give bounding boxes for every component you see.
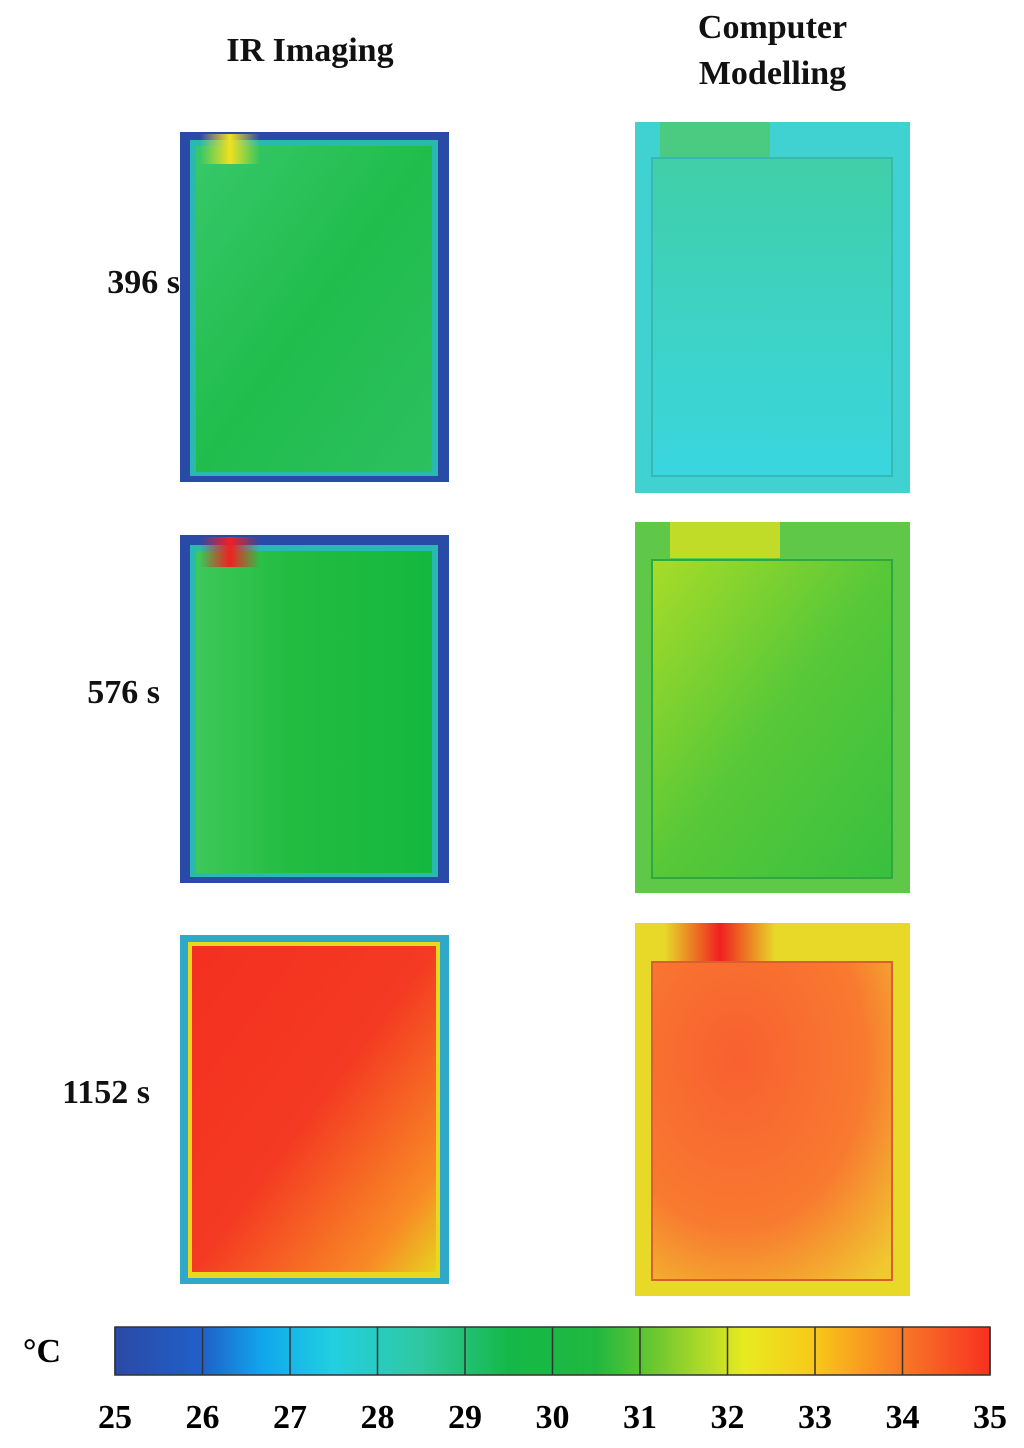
row-label: 576 s xyxy=(87,674,160,711)
tick-label: 28 xyxy=(361,1399,395,1436)
tick-label: 30 xyxy=(536,1399,570,1436)
tick-label: 29 xyxy=(448,1399,482,1436)
row-label: 1152 s xyxy=(62,1074,150,1111)
tick-label: 33 xyxy=(798,1399,832,1436)
tick-label: 26 xyxy=(186,1399,220,1436)
tick-label: 34 xyxy=(886,1399,920,1436)
ir-image xyxy=(180,535,449,883)
tick-label: 27 xyxy=(273,1399,307,1436)
tick-label: 25 xyxy=(98,1399,132,1436)
ir-image xyxy=(180,935,449,1284)
model-image xyxy=(635,122,910,493)
row-label: 396 s xyxy=(107,264,180,301)
tick-label: 31 xyxy=(623,1399,657,1436)
tick-label: 35 xyxy=(973,1399,1007,1436)
model-image xyxy=(635,522,910,893)
model-image xyxy=(635,923,910,1296)
tick-label: 32 xyxy=(711,1399,745,1436)
column-title: IR Imaging xyxy=(226,32,394,69)
ir-image xyxy=(180,132,449,482)
column-title: Computer Modelling xyxy=(697,9,848,92)
colorbar-unit: °C xyxy=(23,1333,61,1370)
